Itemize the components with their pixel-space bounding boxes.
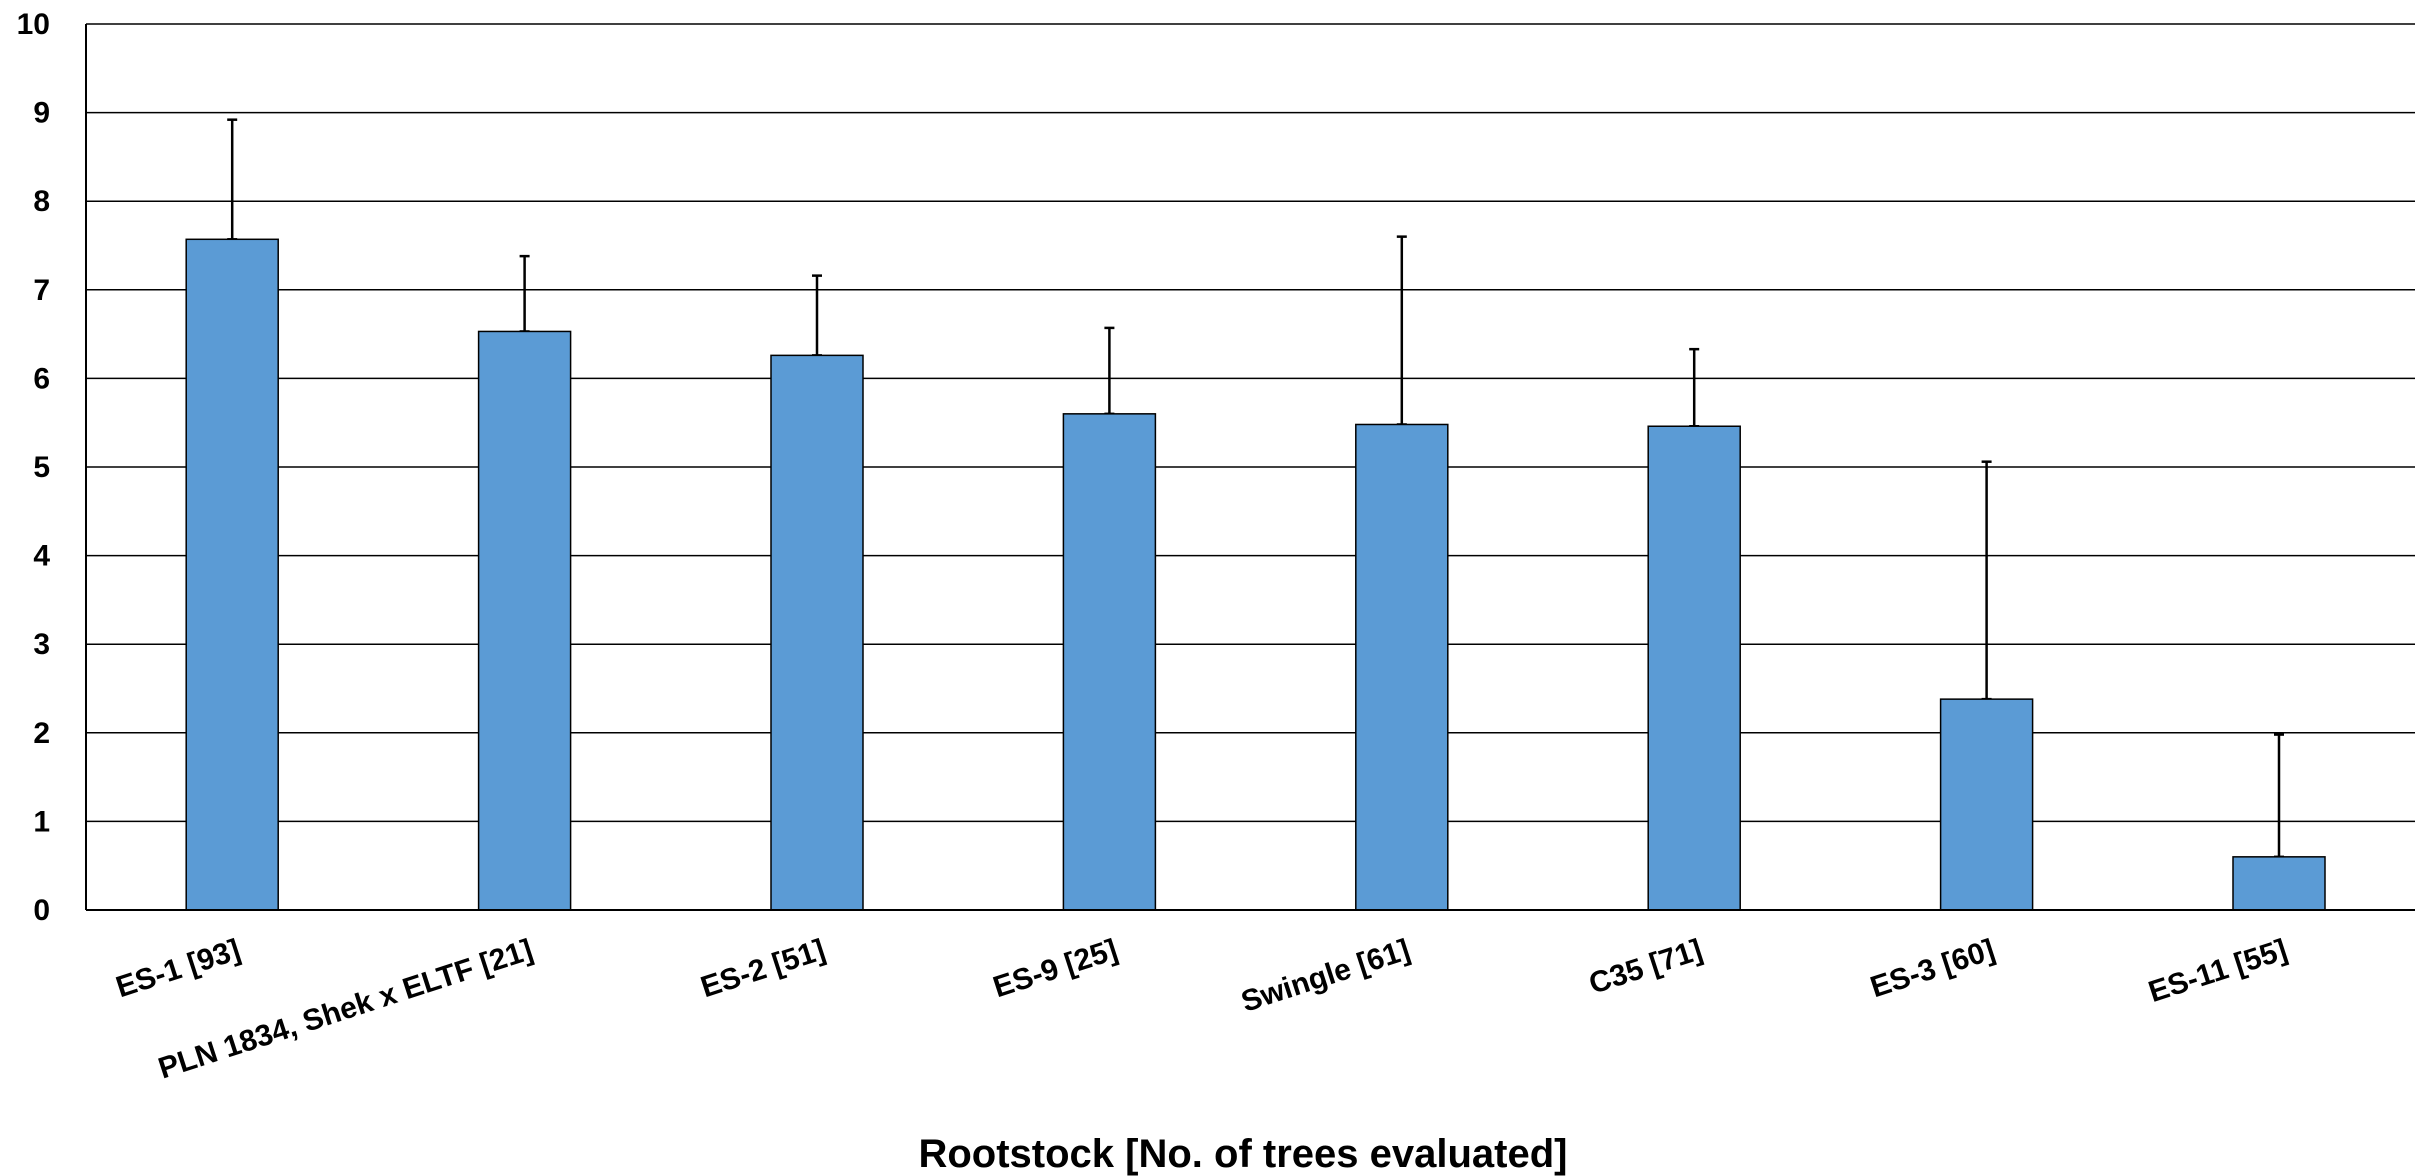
bars <box>185 238 2326 911</box>
axes <box>85 24 2415 911</box>
y-tick-label: 2 <box>33 717 50 750</box>
x-tick-labels: ES-1 [93]PLN 1834, Shek x ELTF [21] ES-2 … <box>112 933 2291 1085</box>
x-tick-label: ES-3 [60] <box>1866 933 1998 1004</box>
y-tick-labels: 0 1 2 3 4 5 6 7 8 9 10 <box>17 8 51 927</box>
x-axis-title: Rootstock [No. of trees evaluated] <box>918 1132 1567 1176</box>
y-tick-label: 4 <box>33 540 50 573</box>
bar <box>1939 698 2034 911</box>
y-tick-label: 0 <box>33 894 50 927</box>
bar <box>185 238 279 911</box>
x-tick-label: ES-2 [51] <box>697 933 829 1004</box>
x-tick-label: Swingle [61] <box>1237 933 1414 1018</box>
y-tick-label: 8 <box>33 185 50 218</box>
x-tick-label: ES-9 [25] <box>989 933 1121 1004</box>
x-tick-label: ES-11 [55] <box>2145 933 2292 1009</box>
y-tick-label: 5 <box>33 451 50 484</box>
y-tick-label: 6 <box>33 362 50 395</box>
bar <box>1062 413 1157 911</box>
y-tick-label: 10 <box>17 8 50 41</box>
bar <box>2232 856 2326 911</box>
gridlines <box>86 23 2415 823</box>
y-tick-label: 3 <box>33 628 50 661</box>
bar <box>1647 425 1741 911</box>
y-tick-label: 7 <box>33 274 50 307</box>
y-tick-label: 1 <box>33 805 50 838</box>
x-tick-label: C35 [71] <box>1585 933 1706 1000</box>
bar <box>1355 423 1449 911</box>
bar <box>477 330 572 911</box>
y-tick-label: 9 <box>33 97 50 130</box>
bar <box>770 354 864 911</box>
x-tick-label: ES-1 [93] <box>112 933 244 1004</box>
